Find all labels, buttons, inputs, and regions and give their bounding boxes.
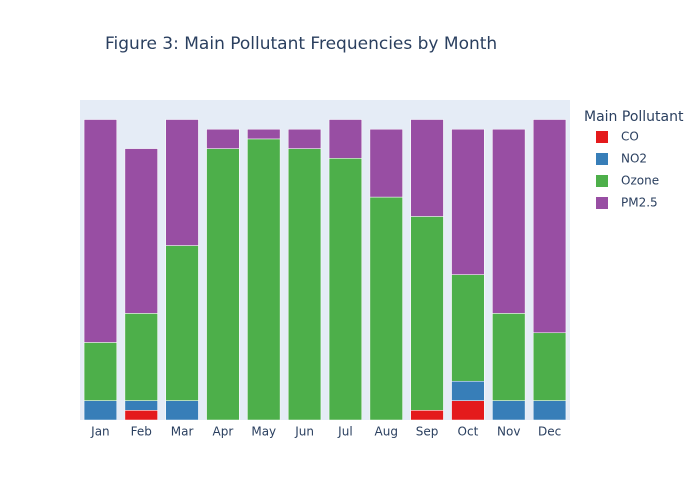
legend-label: NO2 (621, 152, 647, 166)
bar-segment (165, 119, 199, 246)
legend-title: Main Pollutant (584, 109, 684, 125)
bar-segment (124, 148, 158, 314)
bar-segment (410, 216, 444, 411)
x-tick-label: Jun (294, 425, 314, 439)
bar-segment (124, 313, 158, 401)
bar-segment (451, 274, 485, 382)
bar-segment (206, 128, 240, 149)
bar-segment (288, 148, 322, 421)
bar-segment (165, 245, 199, 401)
bar-segment (247, 138, 281, 421)
legend-label: CO (621, 130, 639, 144)
x-tick-label: Jan (90, 425, 110, 439)
x-tick-label: Aug (375, 425, 398, 439)
x-tick-label: Sep (416, 425, 439, 439)
chart-title: Figure 3: Main Pollutant Frequencies by … (105, 34, 497, 54)
bar-segment (451, 400, 485, 421)
legend-swatch (596, 197, 608, 209)
legend-label: Ozone (621, 174, 659, 188)
bar-segment (124, 400, 158, 411)
x-tick-label: Dec (538, 425, 561, 439)
bar-segment (247, 128, 281, 140)
bar-segment (492, 313, 526, 401)
bar-segment (533, 400, 567, 421)
bar-segment (328, 158, 363, 421)
bar-segment (410, 119, 444, 217)
x-tick-label: Feb (131, 425, 152, 439)
bar-segment (369, 128, 403, 198)
bar-segment (83, 342, 118, 401)
bar-segment (165, 400, 199, 421)
x-tick-label: May (251, 425, 276, 439)
bar-segment (124, 410, 158, 421)
bar-segment (83, 400, 118, 421)
bar-segment (328, 119, 363, 159)
legend-swatch (596, 131, 608, 143)
x-tick-label: Mar (171, 425, 194, 439)
x-tick-label: Apr (213, 425, 234, 439)
bar-segment (288, 128, 322, 149)
bar-segment (369, 196, 403, 421)
bar-segment (451, 380, 485, 401)
legend-swatch (596, 153, 608, 165)
x-tick-label: Nov (497, 425, 520, 439)
legend-label: PM2.5 (621, 196, 658, 210)
plot-area (80, 100, 570, 420)
bar-segment (206, 148, 240, 421)
bar-segment (492, 128, 526, 314)
bar-segment (451, 128, 485, 275)
bar-segment (492, 400, 526, 421)
bar-segment (83, 119, 118, 343)
bar-segment (533, 332, 567, 401)
bar-segment (533, 119, 567, 334)
x-tick-label: Oct (458, 425, 479, 439)
legend-swatch (596, 175, 608, 187)
bar-segment (410, 410, 444, 421)
x-tick-label: Jul (337, 425, 352, 439)
